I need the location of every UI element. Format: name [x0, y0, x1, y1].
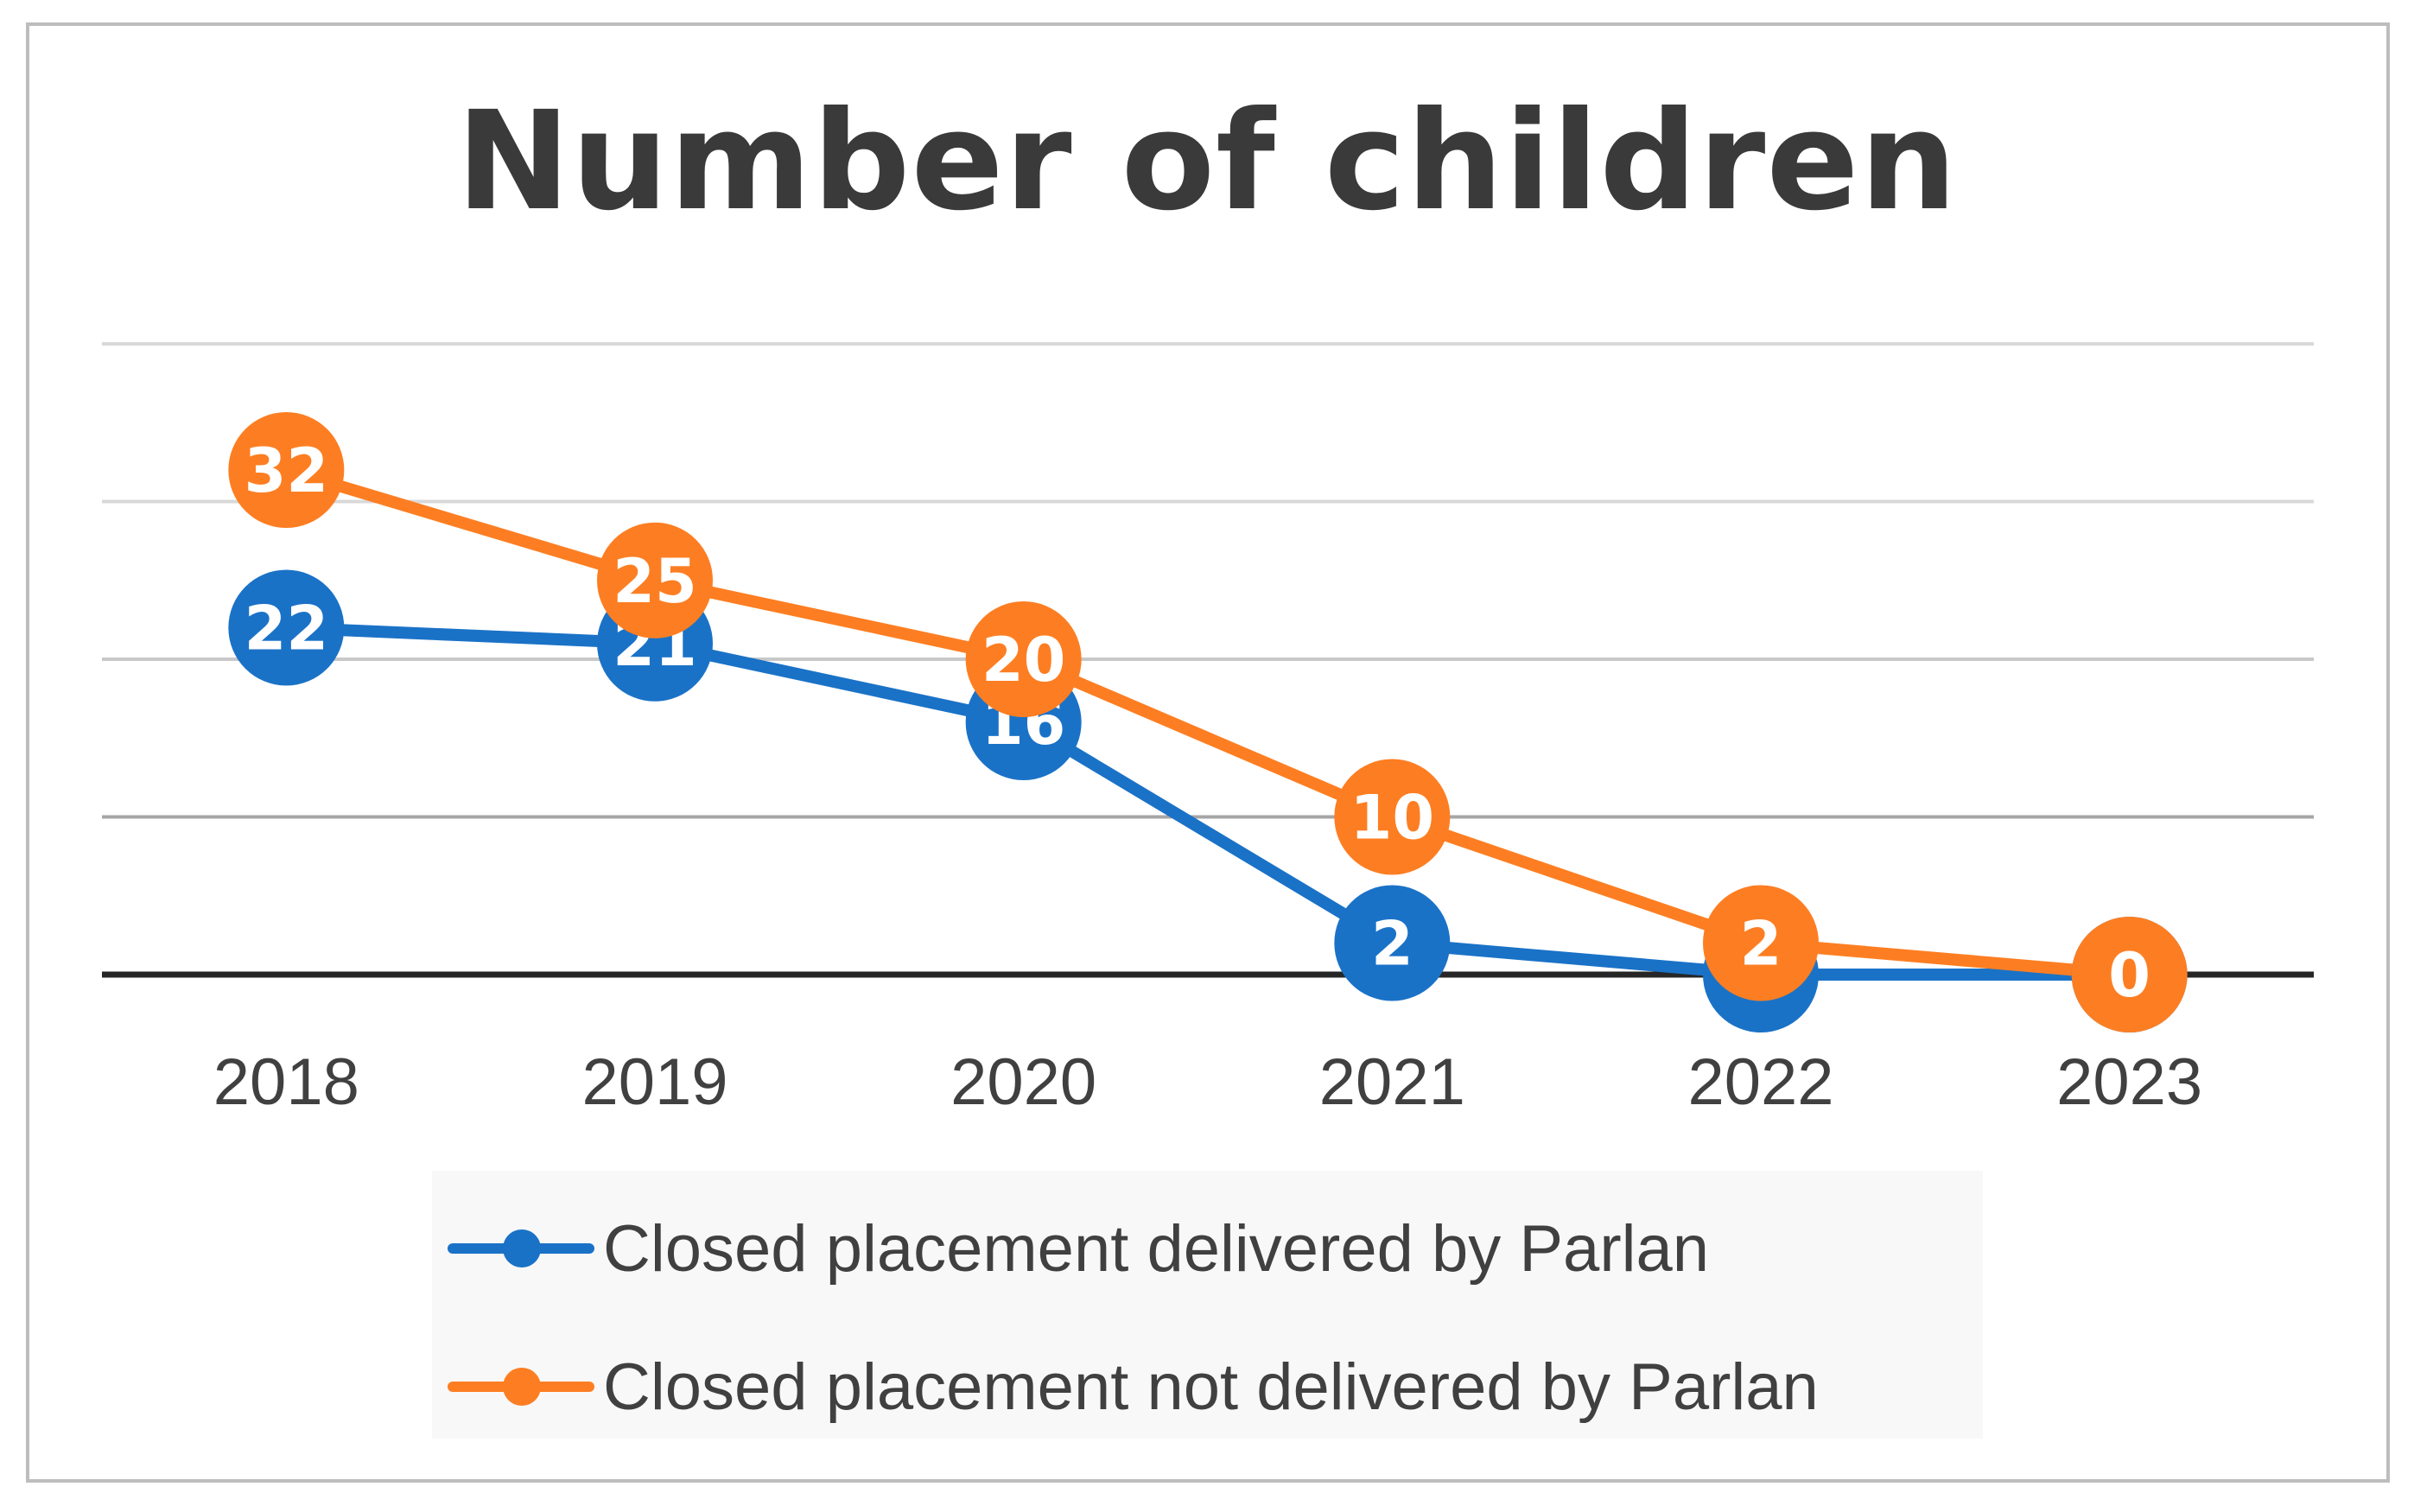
series-1-point-2019 [597, 522, 713, 638]
legend-label-not-delivered: Closed placement not delivered by Parlan [603, 1350, 1819, 1424]
legend: Closed placement delivered by Parlan Clo… [432, 1171, 1983, 1439]
x-tick-label-2018: 2018 [213, 1045, 359, 1119]
series-1-data-label-2021: 10 [1350, 783, 1434, 854]
series-1-data-label-2018: 32 [245, 435, 328, 506]
series-1-data-label-2022: 2 [1740, 909, 1782, 980]
legend-marker-not-delivered [503, 1368, 541, 1406]
series-0-point-2018 [228, 569, 345, 686]
x-tick-label-2022: 2022 [1687, 1045, 1833, 1119]
series-1-point-2020 [965, 601, 1082, 717]
x-tick-label-2020: 2020 [950, 1045, 1096, 1119]
legend-item-delivered: Closed placement delivered by Parlan [448, 1201, 1709, 1296]
legend-marker-delivered [503, 1229, 541, 1267]
series-1-point-2018 [228, 412, 345, 528]
series-0-data-label-2018: 22 [245, 594, 328, 664]
series-1-data-label-2023: 0 [2108, 940, 2150, 1011]
series-1-point-2023 [2071, 917, 2188, 1032]
series-1-data-label-2019: 25 [613, 546, 696, 617]
x-tick-label-2023: 2023 [2056, 1045, 2202, 1119]
series-line-0 [280, 621, 2136, 981]
x-tick-label-2019: 2019 [581, 1045, 727, 1119]
legend-swatch-not-delivered [448, 1339, 594, 1434]
series-0-point-2021 [1334, 885, 1451, 1001]
legend-label-delivered: Closed placement delivered by Parlan [603, 1211, 1710, 1286]
series-line-1 [280, 464, 2136, 981]
series-1-point-2021 [1334, 759, 1451, 875]
legend-swatch-delivered [448, 1201, 594, 1296]
legend-item-not-delivered: Closed placement not delivered by Parlan [448, 1339, 1819, 1434]
series-1-point-2022 [1703, 885, 1819, 1001]
series-1-data-label-2020: 20 [981, 625, 1065, 696]
chart-title: Number of children [456, 82, 1958, 241]
x-tick-label-2021: 2021 [1319, 1045, 1465, 1119]
series-0-data-label-2021: 2 [1371, 909, 1413, 980]
